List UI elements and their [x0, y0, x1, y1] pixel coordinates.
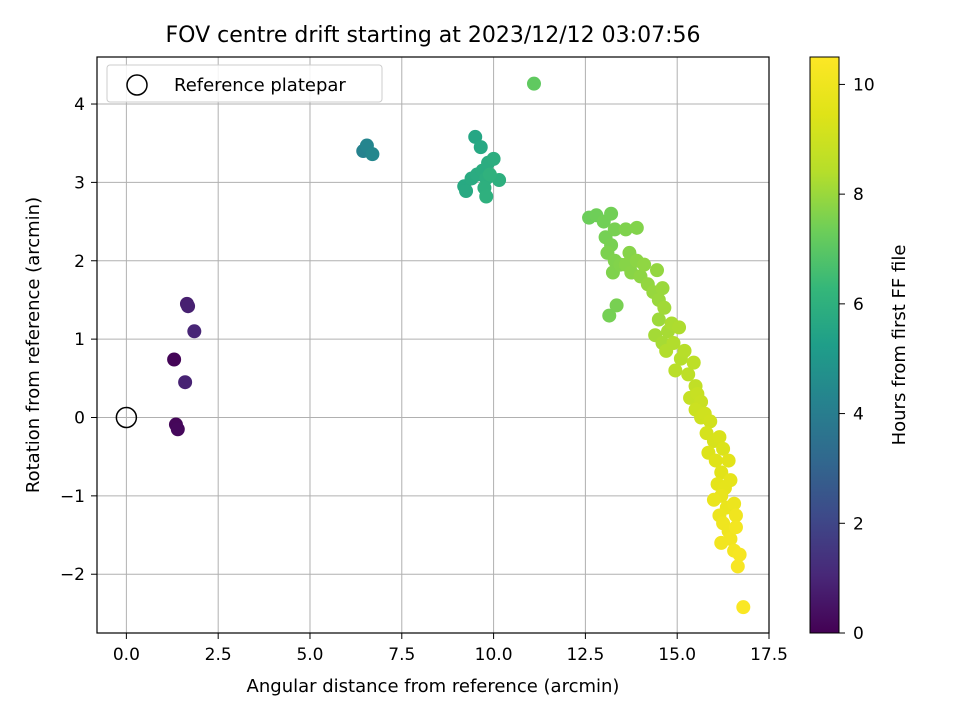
data-point — [178, 375, 193, 390]
data-point — [716, 441, 731, 456]
y-tick-label: 3 — [74, 173, 85, 193]
data-point — [708, 453, 723, 468]
colorbar-tick-label: 0 — [853, 624, 864, 644]
data-point — [170, 422, 185, 437]
data-point — [650, 263, 664, 278]
data-point — [728, 520, 743, 535]
data-point — [459, 184, 474, 199]
legend-marker-icon — [126, 74, 148, 96]
x-tick-label: 7.5 — [388, 645, 415, 665]
colorbar-tick-label: 6 — [853, 295, 864, 315]
data-point — [651, 312, 666, 327]
legend-label: Reference platepar — [174, 75, 346, 96]
data-point — [486, 151, 501, 166]
data-point — [723, 473, 738, 488]
data-point — [732, 547, 747, 562]
data-point — [602, 308, 617, 323]
colorbar-label: Hours from first FF file — [889, 245, 910, 446]
colorbar-gradient — [809, 56, 840, 634]
data-point — [629, 220, 644, 235]
x-axis-label: Angular distance from reference (arcmin) — [247, 676, 620, 697]
data-point — [607, 222, 622, 237]
x-tick-label: 10.0 — [475, 645, 513, 665]
colorbar-tick-label: 2 — [853, 514, 864, 534]
data-point — [167, 352, 182, 367]
y-tick-label: 0 — [74, 408, 85, 428]
data-point — [473, 140, 488, 155]
chart-title: FOV centre drift starting at 2023/12/12 … — [166, 23, 701, 48]
y-tick-label: 4 — [74, 95, 85, 115]
data-point — [187, 324, 202, 339]
x-tick-label: 5.0 — [296, 645, 323, 665]
y-tick-label: 2 — [74, 252, 85, 272]
data-point — [604, 206, 619, 221]
data-point — [637, 257, 652, 272]
data-point — [730, 559, 745, 574]
data-point — [703, 414, 718, 429]
data-point — [672, 320, 687, 335]
data-point — [668, 363, 683, 378]
data-point — [526, 76, 541, 91]
y-axis-label: Rotation from reference (arcmin) — [23, 197, 44, 493]
data-point — [609, 298, 624, 313]
data-point — [365, 147, 380, 162]
reference-point-marker — [115, 406, 138, 429]
data-point — [666, 336, 681, 351]
data-point — [677, 343, 692, 358]
y-tick-label: 1 — [74, 330, 85, 350]
legend-box — [106, 64, 383, 103]
data-point — [181, 299, 196, 314]
data-point — [618, 222, 633, 237]
plot-axes: 0.0 2.5 5.0 7.5 10.0 12.5 15.0 17.5 −2 −1 0 1 2 3 4 — [60, 56, 788, 665]
data-points — [115, 76, 751, 615]
x-tick-label: 2.5 — [205, 645, 232, 665]
data-point — [657, 300, 672, 315]
data-point — [736, 600, 751, 615]
grid-lines — [97, 57, 770, 633]
legend: Reference platepar — [106, 64, 383, 103]
data-point — [723, 531, 738, 546]
x-tick-label: 17.5 — [750, 645, 788, 665]
y-tick-label: −1 — [60, 487, 85, 507]
data-point — [721, 453, 736, 468]
data-point — [482, 167, 497, 182]
colorbar: 0 2 4 6 8 10 Hours from first FF file — [809, 56, 910, 644]
colorbar-tick-label: 4 — [853, 405, 864, 425]
data-point — [727, 496, 742, 511]
x-tick-label: 12.5 — [566, 645, 604, 665]
colorbar-tick-label: 10 — [853, 75, 875, 95]
data-point — [681, 367, 696, 382]
colorbar-ticks: 0 2 4 6 8 10 — [839, 75, 875, 644]
colorbar-tick-label: 8 — [853, 185, 864, 205]
data-point — [714, 465, 729, 480]
data-point — [706, 492, 721, 507]
data-point — [655, 281, 670, 296]
y-tick-label: −2 — [60, 565, 85, 585]
data-point — [712, 430, 727, 445]
data-point — [686, 355, 701, 370]
plot-frame — [96, 56, 770, 634]
x-tick-label: 15.0 — [658, 645, 696, 665]
x-tick-label: 0.0 — [113, 645, 140, 665]
data-point — [728, 508, 743, 523]
data-point — [479, 189, 494, 204]
